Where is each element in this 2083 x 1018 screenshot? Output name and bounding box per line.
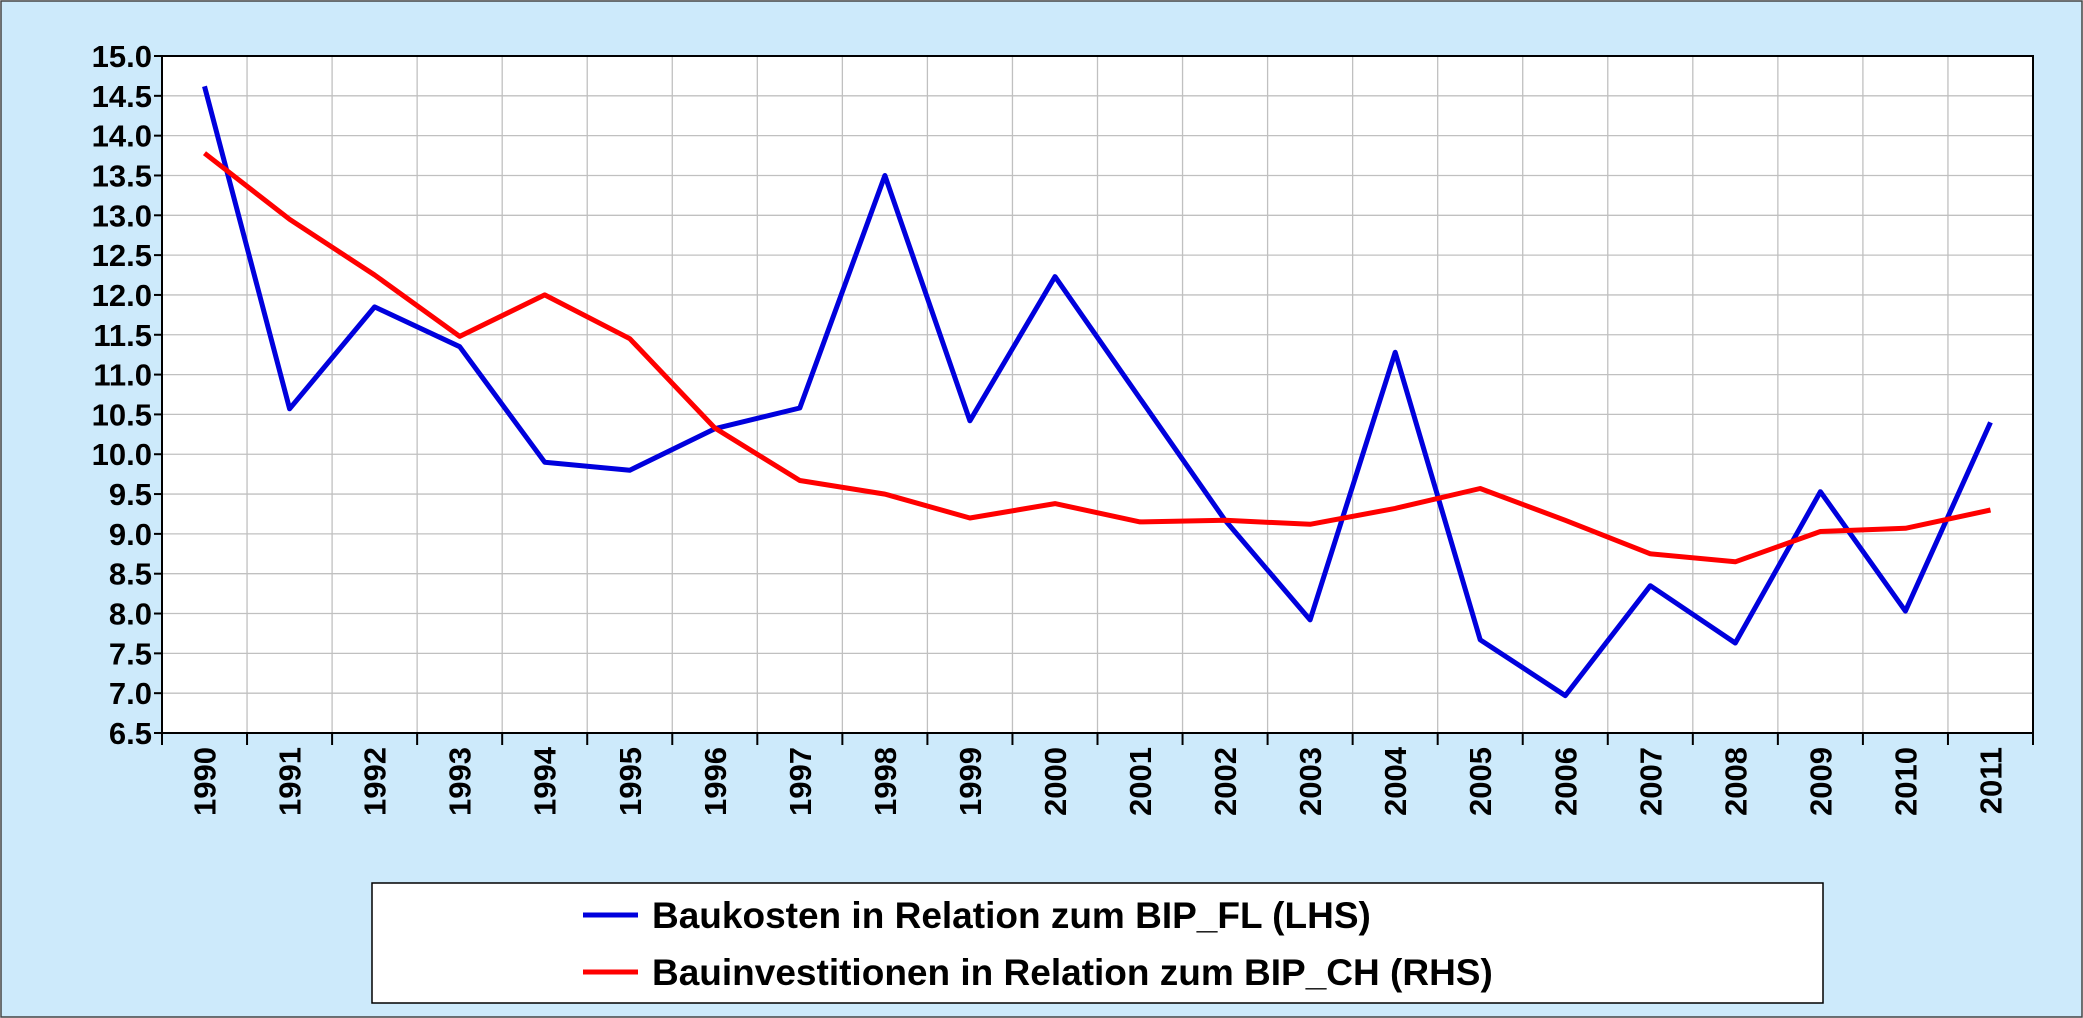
- x-tick-label: 1998: [868, 747, 903, 816]
- y-tick-label: 11.5: [93, 318, 152, 353]
- x-tick-label: 2000: [1038, 747, 1073, 816]
- line-series: [202, 151, 1992, 565]
- y-tick-label: 11.0: [93, 358, 152, 393]
- y-tick-label: 14.0: [92, 119, 152, 154]
- x-tick-label: 1997: [783, 747, 818, 816]
- y-tick-label: 8.0: [109, 597, 152, 632]
- y-tick-label: 9.0: [109, 517, 152, 552]
- plot-frame: [161, 55, 2034, 734]
- y-tick-label: 14.5: [92, 79, 152, 114]
- legend-label: Baukosten in Relation zum BIP_FL (LHS): [652, 895, 1371, 936]
- x-tick-label: 1992: [358, 747, 393, 816]
- y-tick-label: 12.5: [92, 238, 152, 273]
- x-tick-label: 1995: [613, 747, 648, 816]
- y-tick-label: 7.0: [109, 676, 152, 711]
- x-tick-label: 2006: [1548, 747, 1583, 816]
- y-tick-label: 8.5: [109, 557, 152, 592]
- x-tick-label: 2003: [1293, 747, 1328, 816]
- x-tick-label: 1991: [273, 747, 308, 816]
- x-tick-label: 2001: [1123, 747, 1158, 816]
- y-tick-label: 15.0: [92, 39, 152, 74]
- legend-label: Bauinvestitionen in Relation zum BIP_CH …: [652, 952, 1493, 993]
- y-tick-label: 13.5: [92, 158, 152, 193]
- x-tick-label: 1990: [188, 747, 223, 816]
- y-tick-label: 6.5: [109, 716, 152, 751]
- y-tick-label: 10.0: [92, 437, 152, 472]
- x-tick-label: 1999: [953, 747, 988, 816]
- x-tick-label: 1996: [698, 747, 733, 816]
- x-tick-label: 2007: [1633, 747, 1668, 816]
- legend-box: [371, 882, 1824, 1004]
- y-tick-label: 7.5: [109, 636, 152, 671]
- x-tick-label: 2011: [1973, 747, 2008, 814]
- x-tick-label: 2002: [1208, 747, 1243, 816]
- y-tick-label: 12.0: [92, 278, 152, 313]
- x-tick-label: 2005: [1463, 747, 1498, 816]
- y-tick-label: 13.0: [92, 198, 152, 233]
- x-tick-label: 1994: [528, 746, 563, 816]
- x-tick-label: 2010: [1888, 747, 1923, 816]
- y-tick-label: 10.5: [92, 397, 152, 432]
- x-tick-label: 1993: [443, 747, 478, 816]
- x-tick-label: 2008: [1718, 747, 1753, 816]
- x-tick-label: 2004: [1378, 746, 1413, 816]
- x-tick-label: 2009: [1803, 747, 1838, 816]
- y-tick-label: 9.5: [109, 477, 152, 512]
- line-series: [202, 85, 1993, 699]
